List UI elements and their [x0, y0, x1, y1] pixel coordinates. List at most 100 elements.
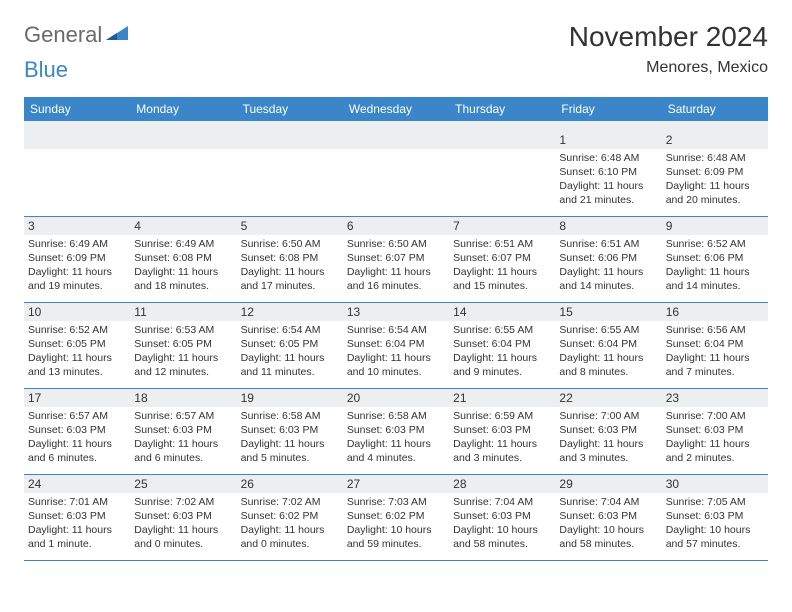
sunset-line: Sunset: 6:02 PM: [347, 509, 445, 523]
day-cell: 7Sunrise: 6:51 AMSunset: 6:07 PMDaylight…: [449, 217, 555, 302]
day-details: Sunrise: 6:54 AMSunset: 6:04 PMDaylight:…: [347, 323, 445, 380]
day-cell: 22Sunrise: 7:00 AMSunset: 6:03 PMDayligh…: [555, 389, 661, 474]
sunrise-line: Sunrise: 6:56 AM: [666, 323, 764, 337]
day-number: 28: [449, 475, 555, 493]
day-number: 17: [24, 389, 130, 407]
daylight-line-1: Daylight: 11 hours: [134, 265, 232, 279]
calendar-grid: Sunday Monday Tuesday Wednesday Thursday…: [24, 97, 768, 561]
day-details: Sunrise: 6:50 AMSunset: 6:08 PMDaylight:…: [241, 237, 339, 294]
day-cell: 8 Sunrise: 6:51 AMSunset: 6:06 PMDaylight…: [555, 217, 661, 302]
daylight-line-1: Daylight: 11 hours: [28, 523, 126, 537]
day-details: Sunrise: 6:48 AMSunset: 6:10 PMDaylight:…: [559, 151, 657, 208]
daylight-line-2: and 5 minutes.: [241, 451, 339, 465]
daylight-line-2: and 2 minutes.: [666, 451, 764, 465]
month-title: November 2024: [569, 22, 768, 53]
sunset-line: Sunset: 6:05 PM: [28, 337, 126, 351]
sunrise-line: Sunrise: 6:49 AM: [28, 237, 126, 251]
day-cell: 2Sunrise: 6:48 AMSunset: 6:09 PMDaylight…: [662, 131, 768, 216]
day-details: Sunrise: 6:57 AMSunset: 6:03 PMDaylight:…: [28, 409, 126, 466]
day-number: 27: [343, 475, 449, 493]
day-cell: 1Sunrise: 6:48 AMSunset: 6:10 PMDaylight…: [555, 131, 661, 216]
weekday-saturday: Saturday: [662, 97, 768, 121]
daylight-line-2: and 16 minutes.: [347, 279, 445, 293]
daylight-line-1: Daylight: 11 hours: [559, 351, 657, 365]
daylight-line-2: and 6 minutes.: [28, 451, 126, 465]
daylight-line-2: and 6 minutes.: [134, 451, 232, 465]
daylight-line-1: Daylight: 10 hours: [453, 523, 551, 537]
sunset-line: Sunset: 6:10 PM: [559, 165, 657, 179]
sunrise-line: Sunrise: 6:52 AM: [666, 237, 764, 251]
sunset-line: Sunset: 6:05 PM: [134, 337, 232, 351]
sunset-line: Sunset: 6:03 PM: [453, 509, 551, 523]
day-cell: 13Sunrise: 6:54 AMSunset: 6:04 PMDayligh…: [343, 303, 449, 388]
sunrise-line: Sunrise: 6:49 AM: [134, 237, 232, 251]
day-number: 15: [555, 303, 661, 321]
daylight-line-2: and 3 minutes.: [453, 451, 551, 465]
day-cell: 23Sunrise: 7:00 AMSunset: 6:03 PMDayligh…: [662, 389, 768, 474]
sunset-line: Sunset: 6:03 PM: [28, 423, 126, 437]
sunrise-line: Sunrise: 7:01 AM: [28, 495, 126, 509]
day-cell: 20Sunrise: 6:58 AMSunset: 6:03 PMDayligh…: [343, 389, 449, 474]
sunset-line: Sunset: 6:04 PM: [666, 337, 764, 351]
day-number: 9: [662, 217, 768, 235]
daylight-line-2: and 57 minutes.: [666, 537, 764, 551]
day-details: Sunrise: 6:52 AMSunset: 6:05 PMDaylight:…: [28, 323, 126, 380]
day-number: 8: [555, 217, 661, 235]
day-cell: [343, 131, 449, 216]
day-details: Sunrise: 6:58 AMSunset: 6:03 PMDaylight:…: [241, 409, 339, 466]
week-row: 3Sunrise: 6:49 AMSunset: 6:09 PMDaylight…: [24, 217, 768, 303]
daylight-line-1: Daylight: 10 hours: [347, 523, 445, 537]
day-details: Sunrise: 7:01 AMSunset: 6:03 PMDaylight:…: [28, 495, 126, 552]
sunrise-line: Sunrise: 6:50 AM: [241, 237, 339, 251]
sunrise-line: Sunrise: 6:58 AM: [241, 409, 339, 423]
day-details: Sunrise: 7:00 AMSunset: 6:03 PMDaylight:…: [559, 409, 657, 466]
sunset-line: Sunset: 6:03 PM: [241, 423, 339, 437]
daylight-line-1: Daylight: 11 hours: [347, 437, 445, 451]
day-number: 10: [24, 303, 130, 321]
weekday-tuesday: Tuesday: [237, 97, 343, 121]
day-number: 25: [130, 475, 236, 493]
daylight-line-2: and 10 minutes.: [347, 365, 445, 379]
daylight-line-1: Daylight: 11 hours: [559, 437, 657, 451]
sunrise-line: Sunrise: 7:02 AM: [134, 495, 232, 509]
day-cell: 4Sunrise: 6:49 AMSunset: 6:08 PMDaylight…: [130, 217, 236, 302]
sunrise-line: Sunrise: 7:00 AM: [666, 409, 764, 423]
day-cell: 21Sunrise: 6:59 AMSunset: 6:03 PMDayligh…: [449, 389, 555, 474]
sunset-line: Sunset: 6:04 PM: [559, 337, 657, 351]
day-cell: 18Sunrise: 6:57 AMSunset: 6:03 PMDayligh…: [130, 389, 236, 474]
day-cell: 5Sunrise: 6:50 AMSunset: 6:08 PMDaylight…: [237, 217, 343, 302]
sunset-line: Sunset: 6:03 PM: [28, 509, 126, 523]
weekday-wednesday: Wednesday: [343, 97, 449, 121]
daylight-line-1: Daylight: 11 hours: [347, 265, 445, 279]
filler-row: [24, 121, 768, 131]
day-details: Sunrise: 7:02 AMSunset: 6:03 PMDaylight:…: [134, 495, 232, 552]
daylight-line-1: Daylight: 11 hours: [347, 351, 445, 365]
week-row: 24Sunrise: 7:01 AMSunset: 6:03 PMDayligh…: [24, 475, 768, 561]
sunset-line: Sunset: 6:03 PM: [666, 509, 764, 523]
daylight-line-1: Daylight: 11 hours: [453, 437, 551, 451]
day-details: Sunrise: 6:53 AMSunset: 6:05 PMDaylight:…: [134, 323, 232, 380]
sunset-line: Sunset: 6:05 PM: [241, 337, 339, 351]
location-label: Menores, Mexico: [569, 59, 768, 77]
calendar-page: General November 2024 Menores, Mexico Bl…: [0, 0, 792, 561]
daylight-line-1: Daylight: 11 hours: [241, 437, 339, 451]
day-details: Sunrise: 6:58 AMSunset: 6:03 PMDaylight:…: [347, 409, 445, 466]
day-details: Sunrise: 6:51 AMSunset: 6:06 PMDaylight:…: [559, 237, 657, 294]
day-number: 23: [662, 389, 768, 407]
sunrise-line: Sunrise: 6:53 AM: [134, 323, 232, 337]
daylight-line-1: Daylight: 11 hours: [559, 179, 657, 193]
sunrise-line: Sunrise: 6:48 AM: [666, 151, 764, 165]
day-cell: 24Sunrise: 7:01 AMSunset: 6:03 PMDayligh…: [24, 475, 130, 560]
daylight-line-2: and 1 minute.: [28, 537, 126, 551]
day-number: 12: [237, 303, 343, 321]
sunset-line: Sunset: 6:03 PM: [559, 509, 657, 523]
daylight-line-2: and 58 minutes.: [559, 537, 657, 551]
daylight-line-1: Daylight: 11 hours: [241, 351, 339, 365]
day-number: 21: [449, 389, 555, 407]
daylight-line-1: Daylight: 11 hours: [453, 265, 551, 279]
weeks-container: 1Sunrise: 6:48 AMSunset: 6:10 PMDaylight…: [24, 131, 768, 561]
day-details: Sunrise: 6:56 AMSunset: 6:04 PMDaylight:…: [666, 323, 764, 380]
daylight-line-2: and 4 minutes.: [347, 451, 445, 465]
sunrise-line: Sunrise: 6:50 AM: [347, 237, 445, 251]
day-number: 16: [662, 303, 768, 321]
